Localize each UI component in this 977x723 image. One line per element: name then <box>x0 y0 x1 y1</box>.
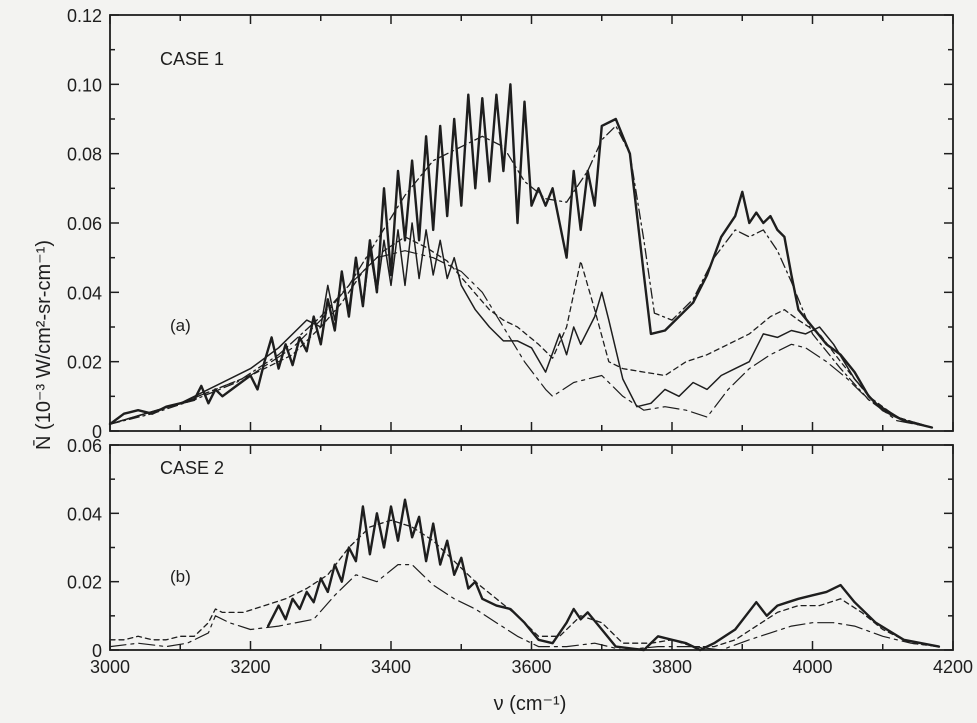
y-tick-label-a: 0.12 <box>67 6 102 26</box>
x-tick-label: 3800 <box>652 657 692 677</box>
y-tick-label-a: 0.04 <box>67 283 102 303</box>
y-axis-label: N̄ (10⁻³ W/cm²-sr-cm⁻¹) <box>32 240 55 450</box>
sub-label-a: (a) <box>170 316 191 335</box>
series-line-b-solid-heavy-jagged <box>266 498 941 652</box>
x-tick-label: 3000 <box>90 657 130 677</box>
panel-label-a: CASE 1 <box>160 49 224 69</box>
y-tick-label-a: 0.06 <box>67 214 102 234</box>
panel-a: 0 0.02 0.04 0.06 0.08 0.10 0.12 CASE 1 (a) <box>67 6 954 442</box>
plot-frame-a <box>109 14 954 432</box>
y-tick-label-b: 0.02 <box>67 573 102 593</box>
y-tick-label-a: 0.08 <box>67 145 102 165</box>
series-line-a-short-dash <box>109 236 933 429</box>
panel-b: 0 0.02 0.04 0.06 3000 3200 3400 3600 3800 4000 420… <box>67 436 973 677</box>
series-line-a-long-dash-dot <box>109 250 933 429</box>
x-tick-label: 3600 <box>511 657 551 677</box>
x-tick-label: 3400 <box>371 657 411 677</box>
series-line-b-short-dash <box>109 519 940 648</box>
series-line-a-solid-heavy-jagged <box>108 83 934 429</box>
series-line-b-long-dash-dot <box>109 564 940 651</box>
y-tick-label-a: 0.02 <box>67 353 102 373</box>
x-tick-label: 3200 <box>230 657 270 677</box>
x-axis-label: ν (cm⁻¹) <box>494 693 567 715</box>
y-tick-label-b: 0.04 <box>67 504 102 524</box>
plot-frame-b <box>109 444 954 651</box>
y-tick-label-b: 0 <box>92 641 102 661</box>
x-tick-label: 4000 <box>792 657 832 677</box>
series-line-a-dash-dot <box>109 125 933 429</box>
series-line-a-solid-jagged <box>109 222 933 429</box>
y-tick-label-a: 0 <box>92 422 102 442</box>
y-tick-label-b: 0.06 <box>67 436 102 456</box>
y-tick-label-a: 0.10 <box>67 75 102 95</box>
x-tick-label: 4200 <box>933 657 973 677</box>
panel-label-b: CASE 2 <box>160 458 224 478</box>
sub-label-b: (b) <box>170 567 191 586</box>
